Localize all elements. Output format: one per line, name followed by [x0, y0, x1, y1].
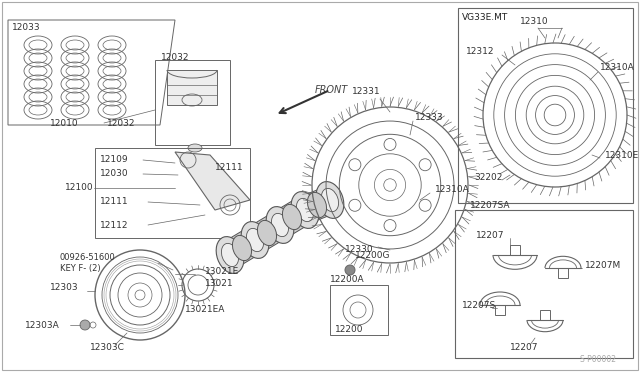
Polygon shape [297, 188, 338, 222]
Polygon shape [175, 152, 250, 210]
Text: 13021: 13021 [205, 279, 234, 289]
Text: 12333: 12333 [415, 113, 444, 122]
Text: 12207S: 12207S [462, 301, 496, 310]
Bar [155, 60, 230, 145]
Circle shape [80, 320, 90, 330]
Bar [95, 148, 250, 238]
Text: 32202: 32202 [474, 173, 502, 183]
Ellipse shape [316, 182, 344, 218]
Text: 12310E: 12310E [605, 151, 639, 160]
Text: 12207: 12207 [476, 231, 504, 240]
Text: 12200G: 12200G [355, 250, 390, 260]
Text: S P00002: S P00002 [580, 356, 616, 365]
Text: 12032: 12032 [161, 52, 189, 61]
Ellipse shape [257, 220, 276, 246]
Text: 12112: 12112 [100, 221, 129, 230]
Text: 12310A: 12310A [435, 186, 470, 195]
Text: 12032: 12032 [107, 119, 136, 128]
Bar [558, 268, 568, 278]
Ellipse shape [291, 192, 319, 228]
Text: 12030: 12030 [100, 170, 129, 179]
Ellipse shape [221, 243, 239, 267]
Text: 12303: 12303 [50, 283, 79, 292]
Text: 12111: 12111 [215, 164, 244, 173]
Polygon shape [247, 213, 288, 252]
Bar [458, 8, 633, 203]
Text: 12330: 12330 [345, 246, 374, 254]
Bar [455, 210, 633, 358]
Text: 12033: 12033 [12, 23, 40, 32]
Text: 00926-51600: 00926-51600 [60, 253, 116, 263]
Ellipse shape [266, 206, 294, 243]
Ellipse shape [321, 188, 339, 212]
Ellipse shape [241, 222, 269, 259]
Text: 12207: 12207 [510, 343, 538, 353]
Text: 12303A: 12303A [25, 321, 60, 330]
Text: 12100: 12100 [65, 183, 93, 192]
Text: 13021EA: 13021EA [185, 305, 225, 314]
Ellipse shape [232, 235, 252, 261]
Text: 12010: 12010 [50, 119, 79, 128]
Ellipse shape [282, 204, 301, 230]
Ellipse shape [307, 192, 326, 218]
Ellipse shape [296, 198, 314, 222]
Text: 12111: 12111 [100, 198, 129, 206]
Ellipse shape [216, 237, 244, 273]
Ellipse shape [188, 144, 202, 152]
Text: 12200: 12200 [335, 326, 364, 334]
Circle shape [345, 265, 355, 275]
Text: 12312: 12312 [466, 48, 495, 57]
Text: 12310: 12310 [520, 17, 548, 26]
Text: 12310A: 12310A [600, 64, 635, 73]
Text: KEY F- (2): KEY F- (2) [60, 263, 100, 273]
Text: 12207M: 12207M [585, 260, 621, 269]
Ellipse shape [271, 214, 289, 237]
Polygon shape [222, 228, 263, 267]
Bar [330, 285, 388, 335]
Text: 13021E: 13021E [205, 267, 239, 276]
Text: VG33E.MT: VG33E.MT [462, 13, 508, 22]
Bar [540, 310, 550, 320]
Text: 12331: 12331 [352, 87, 381, 96]
Bar [495, 305, 505, 315]
Polygon shape [272, 198, 313, 237]
Text: 12200A: 12200A [330, 276, 365, 285]
Bar [167, 70, 217, 105]
Text: 12303C: 12303C [90, 343, 125, 353]
Bar [510, 245, 520, 255]
Text: FRONT: FRONT [315, 85, 348, 95]
Text: 12207SA: 12207SA [470, 202, 511, 211]
Text: 12109: 12109 [100, 155, 129, 164]
Ellipse shape [246, 228, 264, 251]
